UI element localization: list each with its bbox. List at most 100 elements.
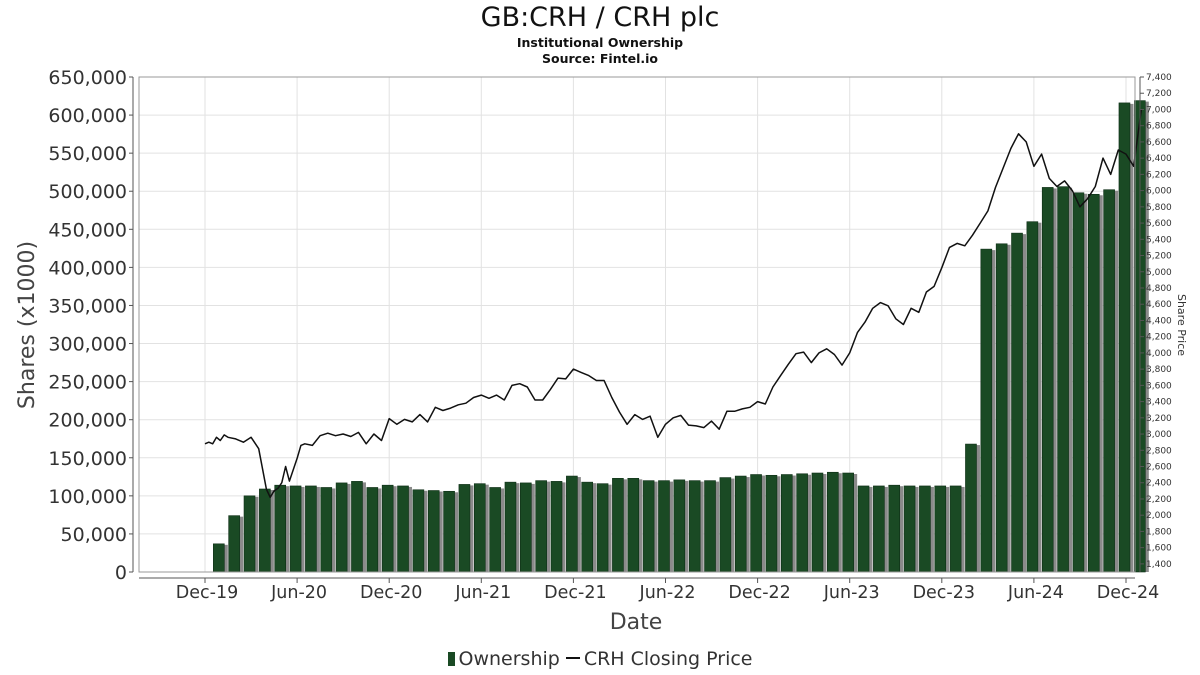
x-tick-label: Dec-24: [1097, 583, 1159, 603]
ownership-bar: [1041, 187, 1054, 573]
ownership-bar: [213, 543, 225, 573]
y2-tick-label: 2,800: [1146, 446, 1172, 456]
y-tick-label: 0: [115, 562, 127, 584]
ownership-bar: [397, 485, 409, 573]
ownership-bar: [1103, 189, 1115, 573]
ownership-bar: [427, 490, 440, 573]
y2-tick-label: 2,200: [1146, 495, 1172, 505]
ownership-bar: [335, 482, 348, 573]
ownership-bar: [550, 481, 563, 573]
ownership-bar: [658, 480, 670, 573]
ownership-bar: [412, 489, 425, 573]
legend-ownership-swatch: [447, 652, 455, 666]
ownership-bar: [473, 483, 486, 573]
ownership-bar: [842, 472, 854, 573]
y2-tick-label: 5,200: [1146, 252, 1172, 262]
x-tick-label: Dec-19: [176, 583, 238, 603]
y2-tick-label: 1,600: [1146, 544, 1172, 554]
y2-tick-label: 7,200: [1146, 89, 1172, 99]
ownership-bar: [873, 485, 885, 573]
y2-tick-label: 5,800: [1146, 203, 1172, 213]
y-axis-title: Shares (x1000): [15, 241, 40, 409]
ownership-bar: [980, 248, 993, 573]
ownership-bar: [305, 485, 317, 573]
y-tick-label: 550,000: [48, 143, 127, 165]
y2-tick-label: 4,800: [1146, 284, 1172, 294]
ownership-bar: [642, 480, 655, 573]
ownership-bar: [504, 481, 517, 573]
y2-tick-label: 1,400: [1146, 560, 1172, 570]
ownership-bar: [673, 479, 686, 573]
y-tick-label: 500,000: [48, 181, 127, 203]
y2-tick-label: 2,400: [1146, 479, 1172, 489]
ownership-bar: [243, 495, 256, 573]
x-tick-label: Jun-21: [454, 583, 511, 603]
y-tick-label: 200,000: [48, 410, 127, 432]
ownership-bar: [443, 490, 455, 573]
y2-tick-label: 5,600: [1146, 219, 1172, 229]
ownership-bar: [535, 480, 547, 573]
y-tick-label: 100,000: [48, 486, 127, 508]
x-tick-label: Dec-20: [360, 583, 422, 603]
ownership-bar: [827, 471, 839, 573]
y2-tick-label: 3,200: [1146, 414, 1172, 424]
ownership-bar: [949, 485, 962, 573]
ownership-bar: [1087, 193, 1100, 573]
ownership-bar: [351, 481, 363, 573]
y-tick-label: 450,000: [48, 219, 127, 241]
chart-area: 0 50,000 100,000 150,000 200,000 250,000 300,0…: [15, 67, 1188, 635]
x-axis-title: Date: [610, 610, 663, 635]
ownership-bar: [627, 478, 640, 573]
y-tick-label: 400,000: [48, 257, 127, 279]
ownership-bar: [750, 474, 762, 573]
ownership-bar: [1057, 186, 1069, 573]
y2-tick-label: 3,400: [1146, 398, 1172, 408]
y2-tick-label: 2,600: [1146, 463, 1172, 473]
ownership-bar: [780, 474, 793, 573]
ownership-bar: [903, 485, 916, 573]
ownership-bar: [520, 482, 532, 573]
y2-tick-label: 7,000: [1146, 105, 1172, 115]
ownership-bar: [289, 485, 302, 573]
ownership-bar: [995, 243, 1008, 573]
ownership-bar: [566, 475, 578, 573]
y2-tick-label: 3,600: [1146, 381, 1172, 391]
y2-tick-label: 1,800: [1146, 527, 1172, 537]
y2-axis-title: Share Price: [1175, 294, 1188, 356]
y2-tick-label: 6,600: [1146, 138, 1172, 148]
ownership-bar: [381, 484, 394, 573]
y2-tick-label: 4,400: [1146, 316, 1172, 326]
plot-frame: [138, 76, 1136, 573]
x-tick-label: Jun-22: [639, 583, 696, 603]
y-tick-label: 600,000: [48, 105, 127, 127]
ownership-bar: [1072, 192, 1085, 573]
y2-tick-label: 4,600: [1146, 300, 1172, 310]
y-tick-label: 350,000: [48, 295, 127, 317]
ownership-bar: [857, 485, 870, 573]
ownership-bar: [1026, 221, 1039, 573]
ownership-bar: [259, 488, 271, 573]
ownership-bar: [366, 487, 379, 573]
chart-title: GB:CRH / CRH plc: [480, 2, 720, 33]
ownership-bar: [704, 480, 716, 573]
legend-ownership-label: Ownership: [458, 648, 560, 670]
y-tick-label: 50,000: [61, 524, 127, 546]
chart-subtitle: Institutional Ownership: [516, 35, 684, 50]
x-tick-label: Jun-24: [1007, 583, 1064, 603]
legend-price-label: CRH Closing Price: [583, 648, 753, 670]
y2-tick-label: 6,200: [1146, 170, 1172, 180]
ownership-bar: [1118, 102, 1131, 573]
y2-tick-label: 6,000: [1146, 187, 1172, 197]
ownership-bar: [934, 485, 947, 573]
y2-tick-label: 2,000: [1146, 511, 1172, 521]
y-tick-label: 150,000: [48, 448, 127, 470]
y-tick-label: 650,000: [48, 67, 127, 89]
ownership-bar: [228, 515, 240, 573]
x-tick-label: Dec-23: [913, 583, 975, 603]
y2-tick-label: 5,400: [1146, 235, 1172, 245]
ownership-bar: [1011, 232, 1023, 573]
ownership-bar: [458, 484, 471, 573]
x-tick-label: Jun-20: [270, 583, 327, 603]
ownership-bar: [489, 487, 501, 573]
y2-tick-label: 6,800: [1146, 122, 1172, 132]
